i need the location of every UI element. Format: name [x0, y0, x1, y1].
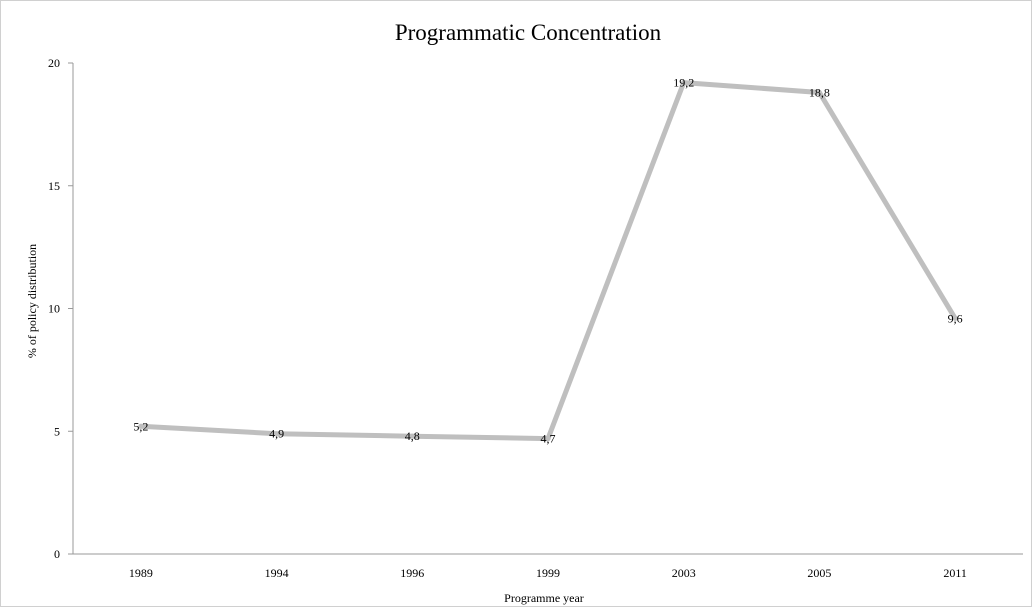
data-point — [409, 433, 415, 439]
x-ticks: 1989 1994 1996 1999 2003 2005 2011 — [129, 566, 967, 580]
x-tick-label: 1989 — [129, 566, 153, 580]
series — [138, 80, 958, 442]
data-point — [545, 436, 551, 442]
chart-title: Programmatic Concentration — [395, 20, 662, 45]
y-ticks: 0 5 10 15 20 — [48, 56, 73, 561]
data-point — [681, 80, 687, 86]
y-tick-label: 20 — [48, 56, 60, 70]
axes — [72, 63, 1023, 555]
data-point — [816, 89, 822, 95]
data-labels: 5,2 4,9 4,8 4,7 19,2 18,8 9,6 — [133, 76, 962, 446]
y-axis-label: % of policy distribution — [25, 244, 39, 358]
data-point — [138, 423, 144, 429]
x-tick-label: 2011 — [943, 566, 967, 580]
data-label: 9,6 — [948, 311, 963, 325]
series-line — [138, 80, 958, 442]
x-tick-label: 2003 — [672, 566, 696, 580]
data-label: 5,2 — [133, 419, 148, 433]
data-label: 18,8 — [809, 85, 830, 99]
y-tick-label: 15 — [48, 179, 60, 193]
y-tick-label: 10 — [48, 302, 60, 316]
x-tick-label: 1996 — [400, 566, 424, 580]
x-tick-label: 1994 — [265, 566, 289, 580]
x-axis-label: Programme year — [504, 591, 584, 605]
y-tick-label: 5 — [54, 424, 60, 438]
data-label: 19,2 — [673, 76, 694, 90]
data-point — [274, 431, 280, 437]
data-point — [952, 315, 958, 321]
x-tick-label: 2005 — [807, 566, 831, 580]
data-label: 4,9 — [269, 427, 284, 441]
y-tick-label: 0 — [54, 547, 60, 561]
data-label: 4,7 — [541, 432, 556, 446]
x-tick-label: 1999 — [536, 566, 560, 580]
data-label: 4,8 — [405, 429, 420, 443]
